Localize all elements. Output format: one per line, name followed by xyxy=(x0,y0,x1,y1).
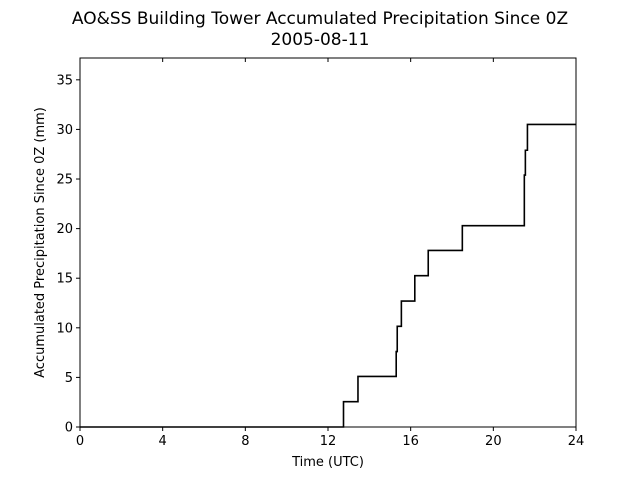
chart-subtitle: 2005-08-11 xyxy=(271,30,370,50)
series-line-0 xyxy=(80,123,576,428)
x-tick-label: 16 xyxy=(402,434,419,449)
x-axis-label: Time (UTC) xyxy=(291,455,364,470)
y-tick-label: 10 xyxy=(56,321,73,336)
y-tick-label: 20 xyxy=(56,222,73,237)
chart-title: AO&SS Building Tower Accumulated Precipi… xyxy=(72,9,568,29)
y-tick-label: 5 xyxy=(65,371,73,386)
y-axis-label: Accumulated Precipitation Since 0Z (mm) xyxy=(33,107,48,378)
y-tick-label: 30 xyxy=(56,123,73,138)
x-tick-label: 24 xyxy=(568,434,585,449)
y-tick-label: 25 xyxy=(56,173,73,188)
x-tick-label: 8 xyxy=(241,434,249,449)
y-tick-label: 0 xyxy=(65,421,73,436)
y-tick-label: 15 xyxy=(56,272,73,287)
x-tick-label: 20 xyxy=(485,434,502,449)
x-tick-label: 0 xyxy=(76,434,84,449)
x-tick-label: 12 xyxy=(320,434,337,449)
x-tick-label: 4 xyxy=(159,434,167,449)
plot-frame xyxy=(79,57,577,428)
y-tick-label: 35 xyxy=(56,73,73,88)
